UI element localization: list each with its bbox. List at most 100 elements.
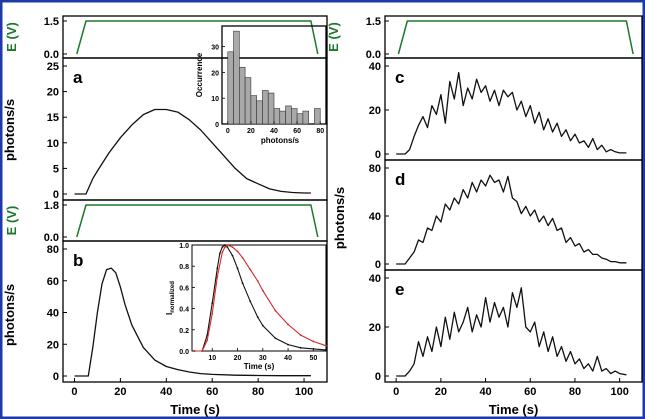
panel-b-inset: 0.0 0.2 0.4 0.6 0.8 1.0 10 20 30 40 50 Time (s) Inor… <box>165 243 327 371</box>
inset-b-point-black <box>261 324 264 327</box>
inset-b-point-black <box>226 246 229 249</box>
inset-b-point-red <box>236 250 239 253</box>
inset-b-point-red <box>274 309 277 312</box>
panel-b-ytick-label: 0 <box>53 371 59 383</box>
inset-b-ytick-label: 0.8 <box>179 264 189 271</box>
inset-b-point-red <box>299 334 302 336</box>
panel-d-series-0 <box>396 174 627 265</box>
inset-a-xlabel: photons/s <box>261 136 300 145</box>
inset-b-point-black <box>249 300 252 303</box>
panel-c: 0 20 40 c <box>369 57 643 161</box>
panel-a-inset: 0 10 20 30 0 20 40 60 80 photons/s Occurrence <box>195 25 327 145</box>
inset-b-ytick-label: 0.2 <box>179 328 189 335</box>
panel-e: 0 20 40 0 20 40 60 80 100 e Time (s) <box>369 269 643 417</box>
panel-e-xlabel: Time (s) <box>489 402 539 417</box>
panel-b-series-0 <box>74 267 311 377</box>
inset-b-point-red <box>221 251 224 254</box>
inset-b-point-red <box>249 268 252 271</box>
panel-d-ytick-label: 0 <box>375 259 381 271</box>
inset-a-xtick-label: 60 <box>293 128 301 135</box>
panel-a-ytick-label: 0 <box>53 189 59 201</box>
inset-a-xtick-label: 40 <box>270 128 278 135</box>
panel-b-voltage-ylabel: E (V) <box>4 206 19 236</box>
panel-b: 0 20 40 60 80 0 20 40 60 80 100 b photons/s Time (s) <box>2 240 328 417</box>
panel-b-frame <box>62 240 328 383</box>
panel-c-voltage-ylabel: E (V) <box>326 22 341 52</box>
inset-b-ytick-label: 0.0 <box>179 349 189 356</box>
histogram-bar <box>250 95 257 125</box>
panel-a-ytick-label: 10 <box>47 138 59 150</box>
panel-a-voltage-ytick-label: 0.0 <box>44 49 59 61</box>
inset-b-xtick-label: 30 <box>259 355 267 362</box>
histogram-bar <box>244 77 252 125</box>
panel-d-ylabel: photons/s <box>332 187 347 249</box>
histogram-bar <box>291 108 298 125</box>
panel-e-frame <box>384 269 643 383</box>
histogram-bar <box>279 110 286 125</box>
inset-b-point-black <box>221 246 224 249</box>
inset-b-point-black <box>274 337 277 340</box>
panel-b-xtick-label: 60 <box>206 386 218 398</box>
panel-a-ytick-label: 25 <box>47 61 59 73</box>
inset-b-xtick-label: 40 <box>284 355 292 362</box>
panel-e-xtick-label: 100 <box>610 386 628 398</box>
inset-b-point-black <box>325 349 327 351</box>
panel-b-voltage-line <box>76 204 319 238</box>
panel-b-xtick-label: 20 <box>114 386 126 398</box>
inset-b-ytick-label: 0.4 <box>179 307 189 314</box>
inset-a-ytick-label: 10 <box>211 96 219 103</box>
panel-a-voltage-frame <box>62 15 328 59</box>
inset-b-point-red <box>206 339 209 342</box>
inset-a-xtick-label: 0 <box>226 128 230 135</box>
panel-e-xtick-label: 60 <box>524 386 536 398</box>
inset-b-point-red <box>223 246 226 249</box>
inset-b-point-red <box>256 280 259 282</box>
panel-d-ytick-label: 80 <box>369 163 381 175</box>
inset-b-point-red <box>261 289 264 292</box>
panel-b-ytick-label: 20 <box>47 339 59 351</box>
inset-b-ylabel: Inormalized <box>165 281 176 315</box>
panel-a-series-0 <box>74 108 311 195</box>
inset-b-point-black <box>287 343 289 346</box>
panel-d-ytick-label: 40 <box>369 211 381 223</box>
inset-b-point-red <box>216 275 219 278</box>
inset-b-point-black <box>216 267 219 270</box>
panel-c-voltage-ytick-label: 0.0 <box>366 49 381 61</box>
inset-b-point-black <box>223 244 226 246</box>
inset-b-xtick-label: 10 <box>208 355 216 362</box>
panel-c-voltage-frame <box>384 15 643 59</box>
histogram-bar <box>256 100 263 125</box>
histogram-bar <box>267 92 275 125</box>
panel-a-ytick-label: 20 <box>47 87 59 99</box>
inset-b-point-black <box>312 347 315 350</box>
panel-d-label: d <box>395 170 405 189</box>
inset-b-point-red <box>231 246 234 249</box>
panel-e-ytick-label: 20 <box>369 322 381 334</box>
inset-a-ytick-label: 20 <box>211 70 219 77</box>
panel-d: 0 40 80 d photons/s <box>332 159 643 271</box>
panel-c-series-0 <box>396 71 627 155</box>
panel-b-label: b <box>73 251 83 270</box>
panel-e-label: e <box>395 280 404 299</box>
panel-a-voltage-ylabel: E (V) <box>4 22 19 52</box>
inset-b-ytick-label: 1.0 <box>179 243 189 250</box>
panel-b-ytick-label: 80 <box>47 244 59 256</box>
panel-c-label: c <box>395 68 404 87</box>
histogram-bar <box>227 51 234 125</box>
panel-c-voltage: 0.0 1.5 E (V) <box>326 15 643 61</box>
inset-b-xtick-label: 50 <box>309 355 317 362</box>
panel-b-xtick-label: 80 <box>252 386 264 398</box>
inset-b-point-black <box>211 302 214 305</box>
panel-a-voltage-line <box>76 20 319 55</box>
panel-b-voltage-frame <box>62 199 328 242</box>
panel-a-ylabel: photons/s <box>2 99 17 161</box>
panel-c-voltage-line <box>397 20 634 55</box>
inset-b-point-red <box>201 350 204 352</box>
inset-a-xtick-label: 20 <box>247 128 255 135</box>
panel-e-xtick-label: 80 <box>569 386 581 398</box>
panel-b-ytick-label: 60 <box>47 276 59 288</box>
histogram-bar <box>233 30 240 125</box>
histogram-bar <box>262 90 269 125</box>
